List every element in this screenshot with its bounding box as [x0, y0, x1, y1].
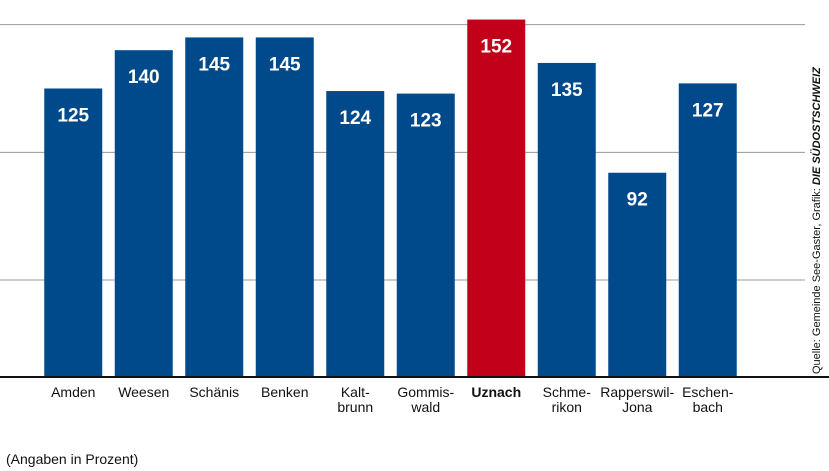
- note: (Angaben in Prozent): [6, 451, 138, 467]
- source: Quelle: Gemeinde See-Gaster, Grafik: DIE…: [810, 66, 823, 374]
- value-label: 92: [627, 190, 648, 211]
- bar: [467, 19, 526, 377]
- value-label: 124: [339, 108, 371, 129]
- bar: [114, 50, 173, 377]
- value-label: 145: [198, 54, 230, 75]
- x-tick-label-line: wald: [410, 399, 440, 415]
- x-tick-label-line: Weesen: [118, 384, 169, 400]
- bar: [396, 93, 455, 378]
- value-label: 152: [480, 37, 512, 58]
- bar: [537, 62, 596, 377]
- value-label: 123: [410, 111, 442, 132]
- x-tick-label-line: Rapperswil-: [600, 384, 674, 400]
- x-tick-label-line: Uznach: [471, 384, 521, 400]
- x-tick-label: Benken: [261, 384, 308, 400]
- x-tick-label: Eschen-bach: [682, 384, 734, 415]
- x-tick-label: Gommis-wald: [397, 384, 454, 415]
- x-tick-label-line: Benken: [261, 384, 308, 400]
- x-tick-label: Rapperswil-Jona: [600, 384, 674, 415]
- x-tick-label: Kalt-brunn: [337, 384, 373, 415]
- bar: [255, 37, 314, 377]
- x-tick-label: Weesen: [118, 384, 169, 400]
- x-tick-label-line: Gommis-: [397, 384, 454, 400]
- x-tick-label-line: Amden: [51, 384, 95, 400]
- x-tick-label-line: rikon: [552, 399, 582, 415]
- x-tick-label: Uznach: [471, 384, 521, 400]
- value-label: 125: [57, 105, 89, 126]
- x-tick-label: Schme-rikon: [543, 384, 592, 415]
- bar: [44, 88, 103, 377]
- x-tick-label: Schänis: [189, 384, 239, 400]
- value-label: 127: [692, 100, 724, 121]
- x-tick-label-line: brunn: [337, 399, 373, 415]
- value-label: 145: [269, 54, 301, 75]
- source-text: Quelle: Gemeinde See-Gaster, Grafik:: [811, 188, 823, 374]
- x-tick-label-line: Eschen-: [682, 384, 734, 400]
- bar: [326, 91, 385, 378]
- value-label: 140: [128, 67, 160, 88]
- bar: [185, 37, 244, 377]
- x-tick-label-line: Kalt-: [341, 384, 370, 400]
- value-label: 135: [551, 80, 583, 101]
- bar: [608, 172, 667, 377]
- x-tick-label-line: Schänis: [189, 384, 239, 400]
- x-tick-label-line: Schme-: [543, 384, 592, 400]
- bar: [678, 83, 737, 377]
- x-tick-label-line: bach: [693, 399, 723, 415]
- x-tick-label: Amden: [51, 384, 95, 400]
- source-brand: DIE SÜDOSTSCHWEIZ: [810, 66, 823, 185]
- x-tick-label-line: Jona: [622, 399, 653, 415]
